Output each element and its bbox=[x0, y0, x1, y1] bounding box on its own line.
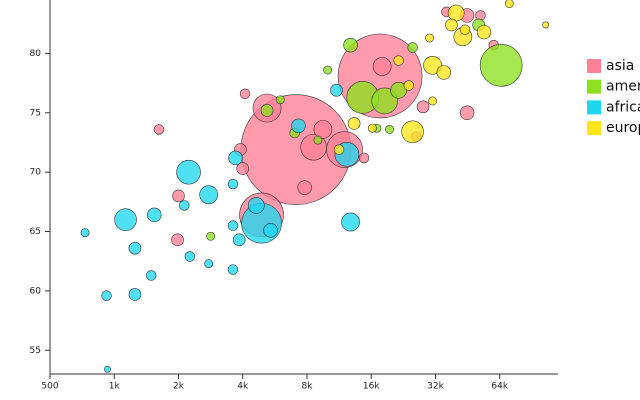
bubble bbox=[239, 88, 251, 99]
bubble bbox=[128, 288, 142, 301]
bubble bbox=[407, 42, 418, 53]
bubble bbox=[416, 100, 430, 114]
bubble bbox=[436, 65, 452, 80]
x-tick-label: 500 bbox=[41, 382, 58, 392]
bubble bbox=[227, 264, 239, 275]
bubble bbox=[236, 162, 250, 175]
bubble bbox=[227, 220, 239, 231]
legend-swatch bbox=[587, 121, 601, 136]
bubble bbox=[199, 185, 219, 205]
bubble bbox=[358, 152, 370, 164]
legend-label: africa bbox=[606, 99, 640, 115]
bubble bbox=[228, 150, 243, 166]
x-tick-label: 2k bbox=[173, 382, 185, 392]
bubble bbox=[172, 189, 185, 203]
bubble bbox=[313, 135, 323, 145]
bubble bbox=[104, 365, 111, 373]
bubble bbox=[146, 270, 157, 281]
y-tick-label: 80 bbox=[30, 49, 42, 59]
x-tick-label: 4k bbox=[237, 382, 249, 392]
legend-label: europe bbox=[606, 120, 640, 136]
bubble bbox=[371, 87, 398, 115]
bubble bbox=[260, 104, 274, 117]
bubble bbox=[341, 212, 360, 232]
y-tick-label: 75 bbox=[30, 108, 41, 118]
bubble bbox=[390, 81, 407, 99]
bubble bbox=[459, 24, 471, 35]
legend-swatch bbox=[587, 79, 601, 94]
bubble bbox=[343, 37, 358, 53]
bubble bbox=[263, 223, 278, 238]
bubble bbox=[232, 233, 246, 247]
bubble bbox=[128, 241, 142, 255]
bubble bbox=[347, 117, 361, 130]
bubble bbox=[323, 65, 333, 75]
bubble bbox=[403, 80, 415, 91]
legend-swatch bbox=[587, 100, 601, 115]
y-tick-label: 65 bbox=[30, 227, 41, 237]
bubble bbox=[330, 83, 343, 97]
bubble bbox=[393, 55, 404, 66]
bubble bbox=[114, 208, 137, 231]
bubble bbox=[204, 259, 214, 268]
bubble bbox=[291, 118, 306, 134]
y-tick-label: 60 bbox=[30, 286, 42, 296]
bubble bbox=[179, 200, 190, 211]
x-tick-label: 64k bbox=[491, 382, 508, 392]
bubble bbox=[385, 125, 394, 134]
bubble bbox=[247, 197, 265, 214]
y-tick-label: 70 bbox=[30, 168, 42, 178]
legend-swatch bbox=[587, 59, 601, 73]
bubble bbox=[479, 43, 523, 87]
bubble bbox=[227, 178, 239, 190]
bubble bbox=[80, 228, 90, 238]
bubble bbox=[101, 290, 112, 301]
y-tick-label: 55 bbox=[30, 346, 41, 356]
bubble bbox=[542, 21, 550, 29]
bubble bbox=[313, 120, 333, 139]
bubble bbox=[297, 180, 312, 195]
x-tick-label: 16k bbox=[363, 382, 380, 392]
bubble bbox=[184, 251, 196, 262]
bubble bbox=[147, 207, 162, 223]
bubble bbox=[275, 95, 285, 105]
x-tick-label: 32k bbox=[427, 382, 444, 392]
bubble bbox=[333, 144, 345, 155]
bubble bbox=[206, 231, 216, 241]
bubble bbox=[425, 33, 434, 43]
bubble bbox=[401, 120, 424, 144]
bubble bbox=[171, 233, 184, 247]
x-tick-label: 1k bbox=[109, 382, 121, 392]
bubble bbox=[459, 105, 475, 121]
x-tick-label: 8k bbox=[302, 382, 314, 392]
legend-label: americas bbox=[606, 79, 640, 95]
legend-label: asia bbox=[606, 58, 634, 74]
bubble bbox=[504, 0, 514, 8]
bubble bbox=[428, 96, 437, 106]
bubble bbox=[476, 24, 492, 40]
bubble bbox=[176, 159, 201, 185]
bubble bbox=[372, 57, 392, 76]
bubble bbox=[367, 123, 377, 133]
bubble bbox=[445, 18, 458, 32]
bubble bbox=[153, 124, 165, 135]
